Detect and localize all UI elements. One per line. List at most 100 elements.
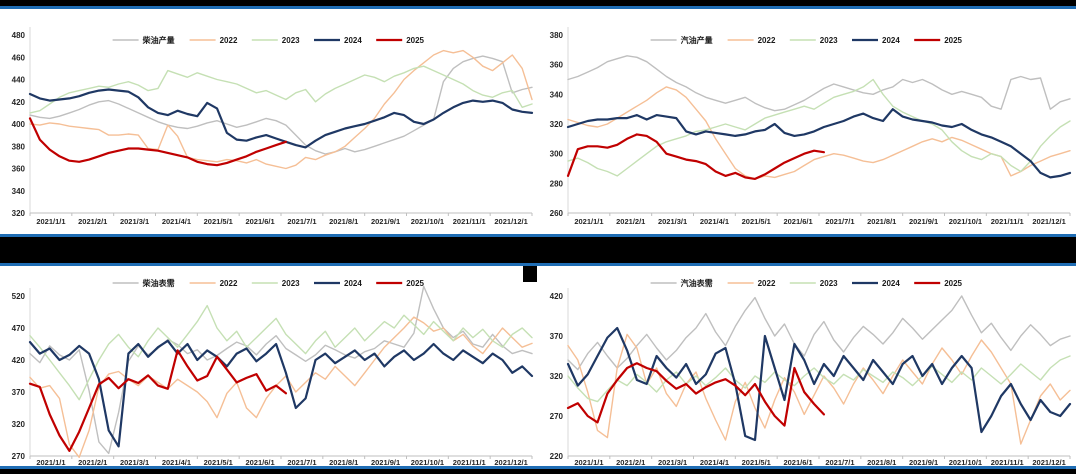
legend-label: 2022 [758, 279, 776, 288]
series-group [566, 295, 1072, 445]
x-axis-labels: 2021/1/1 2021/2/1 2021/3/1 2021/4/1 2021/5/1… [574, 217, 1065, 226]
x-tick-label: 2021/9/1 [371, 217, 400, 226]
legend-item-2022: 2022 [727, 279, 776, 288]
diesel-demand-chart: 270 320 370 420 470 520 2021/1/1 2021/2/1 2021/3… [0, 266, 538, 466]
x-tick-label: 2021/3/1 [658, 458, 687, 466]
series-line-2025 [566, 362, 825, 427]
bottom-border-band [0, 469, 1076, 474]
x-tick-label: 2021/4/1 [700, 458, 729, 466]
x-tick-label: 2021/4/1 [162, 458, 191, 466]
series-line-2025 [28, 117, 287, 167]
x-tick-label: 2021/12/1 [494, 458, 527, 466]
x-tick-label: 2021/6/1 [783, 217, 812, 226]
y-tick-label: 370 [12, 388, 26, 397]
axes [567, 27, 1071, 216]
series-group [566, 55, 1072, 180]
legend-label: 2022 [758, 36, 776, 45]
y-tick-label: 420 [12, 356, 26, 365]
x-axis-labels: 2021/1/1 2021/2/1 2021/3/1 2021/4/1 2021/5/1… [36, 458, 527, 466]
middle-accent-line-bottom [0, 263, 1076, 266]
series-line-汽油产量 [567, 55, 1071, 112]
series-line-2024 [28, 339, 534, 448]
y-tick-label: 420 [12, 98, 26, 107]
y-tick-label: 460 [12, 53, 26, 62]
series-line-2022 [29, 49, 533, 170]
y-tick-label: 340 [12, 187, 26, 196]
x-tick-label: 2021/8/1 [329, 217, 358, 226]
legend-label: 2023 [282, 279, 300, 288]
series-line-2022 [567, 86, 1071, 180]
series-line-汽油表需 [567, 295, 1071, 371]
x-tick-label: 2021/12/1 [1032, 458, 1065, 466]
middle-accent-line-top [0, 234, 1076, 237]
y-tick-label: 370 [550, 332, 564, 341]
legend-label: 2025 [944, 36, 962, 45]
x-tick-label: 2021/12/1 [1032, 217, 1065, 226]
x-tick-label: 2021/10/1 [411, 458, 444, 466]
legend-label: 2024 [344, 279, 362, 288]
legend-label: 2022 [220, 279, 238, 288]
x-tick-label: 2021/11/1 [991, 217, 1024, 226]
legend-label: 柴油产量 [142, 35, 175, 45]
x-tick-label: 2021/3/1 [120, 217, 149, 226]
chart-row-production: 柴油产量 320 340 360 380 400 420 440 460 480 2021/1/1… [0, 9, 1076, 234]
y-axis-labels: 220 270 320 370 420 [550, 292, 564, 461]
legend: 汽油表需 2022 2023 2024 2025 [650, 278, 963, 288]
y-tick-label: 220 [550, 452, 564, 461]
legend-item-2025: 2025 [914, 36, 963, 45]
y-tick-label: 320 [12, 420, 26, 429]
legend-item-2022: 2022 [727, 36, 776, 45]
series-group [28, 285, 534, 459]
series-line-2024 [566, 108, 1072, 179]
x-tick-label: 2021/6/1 [783, 458, 812, 466]
x-tick-label: 2021/8/1 [867, 217, 896, 226]
series-group [28, 49, 534, 170]
x-tick-label: 2021/11/1 [453, 217, 486, 226]
legend-item-2024: 2024 [314, 36, 362, 45]
x-tick-label: 2021/10/1 [949, 217, 982, 226]
x-tick-label: 2021/5/1 [204, 458, 233, 466]
y-axis-labels: 320 340 360 380 400 420 440 460 480 [12, 31, 26, 218]
x-tick-label: 2021/7/1 [287, 458, 316, 466]
legend: 柴油表需 2022 2023 2024 2025 [112, 278, 425, 288]
series-line-2025 [28, 349, 287, 452]
legend-label: 2023 [820, 36, 838, 45]
x-tick-label: 2021/5/1 [742, 458, 771, 466]
series-line-2022 [29, 316, 533, 459]
x-tick-label: 2021/3/1 [120, 458, 149, 466]
axes [567, 288, 1071, 459]
y-tick-label: 270 [12, 452, 26, 461]
legend-item-2022: 2022 [189, 279, 238, 288]
legend-item-2024: 2024 [852, 279, 900, 288]
y-tick-label: 340 [550, 90, 564, 99]
chart-panel-gasoline-demand: 汽油表需 2202703203704202021/1/12021/2/12021… [538, 266, 1076, 466]
y-tick-label: 260 [550, 209, 564, 218]
legend-label: 2023 [820, 279, 838, 288]
series-line-柴油表需 [29, 285, 533, 455]
y-axis-labels: 270 320 370 420 470 520 [12, 292, 26, 461]
top-accent-line [0, 6, 1076, 9]
chart-panel-gasoline-production: 汽油产量 260 280 300 320 340 360 380 2021/1/1 2021/2… [538, 9, 1076, 234]
x-tick-label: 2021/5/1 [204, 217, 233, 226]
x-tick-label: 2021/10/1 [411, 217, 444, 226]
y-tick-label: 360 [550, 61, 564, 70]
legend-label: 2022 [220, 36, 238, 45]
series-line-2023 [567, 355, 1071, 403]
x-tick-label: 2021/1/1 [574, 458, 603, 466]
legend-item-2025: 2025 [376, 36, 425, 45]
series-line-柴油产量 [29, 55, 533, 155]
y-tick-label: 320 [12, 209, 26, 218]
y-tick-label: 380 [12, 142, 26, 151]
legend-item-汽油表需: 汽油表需 [650, 278, 713, 288]
series-line-2023 [29, 65, 533, 114]
y-tick-label: 360 [12, 165, 26, 174]
x-tick-label: 2021/1/1 [36, 217, 65, 226]
x-tick-label: 2021/5/1 [742, 217, 771, 226]
series-line-2024 [28, 88, 534, 149]
x-tick-label: 2021/6/1 [245, 217, 274, 226]
y-tick-label: 470 [12, 324, 26, 333]
x-tick-label: 2021/1/1 [574, 217, 603, 226]
